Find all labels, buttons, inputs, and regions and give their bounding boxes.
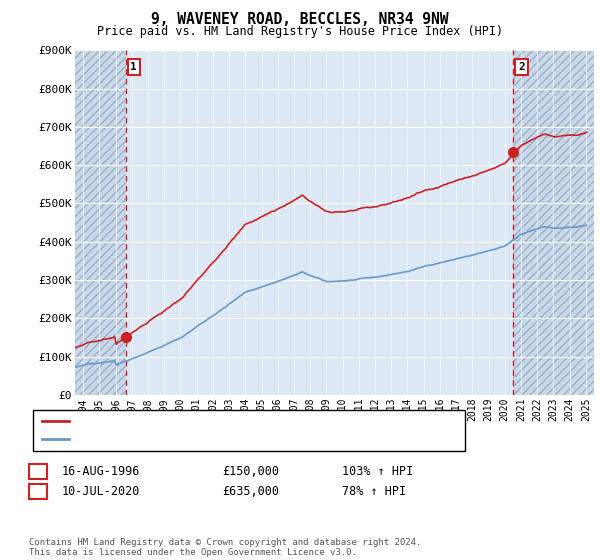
Text: Contains HM Land Registry data © Crown copyright and database right 2024.
This d: Contains HM Land Registry data © Crown c… bbox=[29, 538, 421, 557]
Text: 9, WAVENEY ROAD, BECCLES, NR34 9NW (detached house): 9, WAVENEY ROAD, BECCLES, NR34 9NW (deta… bbox=[74, 417, 392, 426]
Text: 78% ↑ HPI: 78% ↑ HPI bbox=[342, 485, 406, 498]
Text: 1: 1 bbox=[130, 62, 137, 72]
Text: 16-AUG-1996: 16-AUG-1996 bbox=[62, 465, 140, 478]
Text: £150,000: £150,000 bbox=[222, 465, 279, 478]
Text: 9, WAVENEY ROAD, BECCLES, NR34 9NW: 9, WAVENEY ROAD, BECCLES, NR34 9NW bbox=[151, 12, 449, 27]
Text: £635,000: £635,000 bbox=[222, 485, 279, 498]
Text: Price paid vs. HM Land Registry's House Price Index (HPI): Price paid vs. HM Land Registry's House … bbox=[97, 25, 503, 38]
Text: 2: 2 bbox=[518, 62, 525, 72]
Bar bbox=[75, 50, 125, 395]
Text: 10-JUL-2020: 10-JUL-2020 bbox=[62, 485, 140, 498]
Text: 103% ↑ HPI: 103% ↑ HPI bbox=[342, 465, 413, 478]
Bar bbox=[514, 50, 594, 395]
Text: 2: 2 bbox=[34, 485, 41, 498]
Text: 1: 1 bbox=[34, 465, 41, 478]
Text: HPI: Average price, detached house, East Suffolk: HPI: Average price, detached house, East… bbox=[74, 435, 374, 444]
